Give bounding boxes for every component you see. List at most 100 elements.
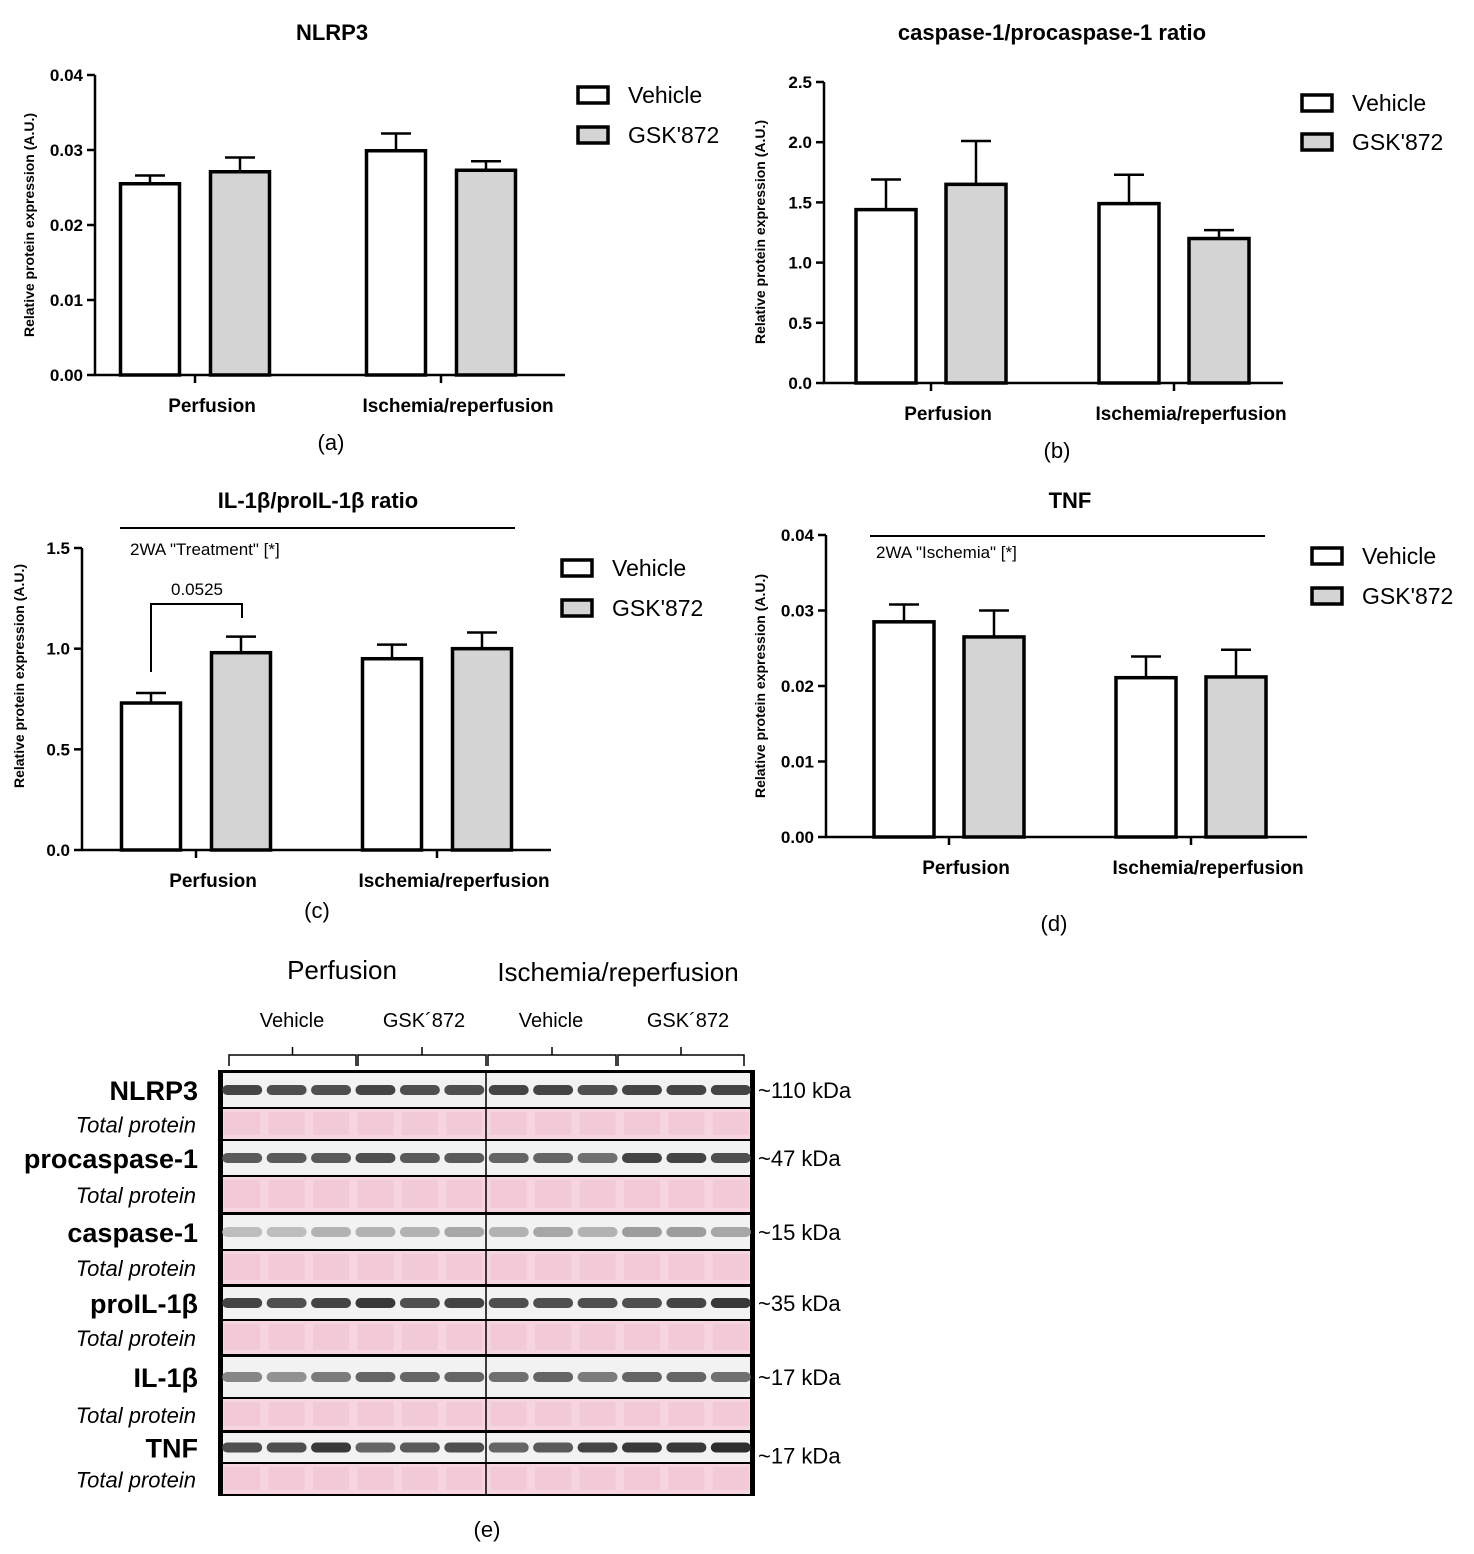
x-tick-label: Ischemia/reperfusion xyxy=(1095,404,1286,425)
total-protein-lane xyxy=(357,1402,394,1426)
total-protein-lane xyxy=(446,1112,483,1135)
blot-band xyxy=(399,1298,440,1308)
blot-band xyxy=(577,1085,618,1095)
blot-band xyxy=(444,1085,485,1095)
molecular-weight-label: ~17 kDa xyxy=(758,1444,841,1469)
total-protein-lane xyxy=(357,1324,394,1350)
bar-vehicle xyxy=(1114,675,1178,839)
total-protein-lane xyxy=(224,1180,261,1208)
x-tick-label: Ischemia/reperfusion xyxy=(362,396,553,417)
blot-band xyxy=(533,1227,574,1237)
y-tick-label: 0.03 xyxy=(781,602,814,621)
blot-row-label: TNF xyxy=(146,1434,198,1464)
chart-title: IL-1β/proIL-1β ratio xyxy=(218,488,418,513)
y-tick-label: 0.02 xyxy=(50,216,83,235)
total-protein-lane xyxy=(535,1402,572,1426)
blot-band xyxy=(710,1153,751,1163)
blot-band xyxy=(666,1085,707,1095)
blot-band xyxy=(533,1298,574,1308)
total-protein-label: Total protein xyxy=(76,1468,196,1493)
blot-band xyxy=(621,1085,662,1095)
bar-gsk872 xyxy=(450,646,514,852)
y-tick-label: 0.0 xyxy=(46,841,70,860)
bar-vehicle xyxy=(118,182,182,377)
blot-band xyxy=(621,1153,662,1163)
total-protein-lane xyxy=(535,1112,572,1135)
bar-vehicle xyxy=(119,701,183,852)
panel-label: (d) xyxy=(1041,911,1068,936)
total-protein-label: Total protein xyxy=(76,1403,196,1428)
blot-row-label: caspase-1 xyxy=(67,1218,198,1248)
legend-swatch xyxy=(1310,546,1344,566)
blot-band xyxy=(311,1153,352,1163)
blot-band xyxy=(710,1085,751,1095)
y-axis-label: Relative protein expression (A.U.) xyxy=(21,113,37,337)
molecular-weight-label: ~17 kDa xyxy=(758,1365,841,1390)
total-protein-lane xyxy=(668,1402,705,1426)
total-protein-lane xyxy=(668,1180,705,1208)
blot-band xyxy=(533,1153,574,1163)
total-protein-lane xyxy=(535,1467,572,1490)
total-protein-lane xyxy=(401,1467,438,1490)
x-tick-label: Ischemia/reperfusion xyxy=(358,871,549,892)
total-protein-lane xyxy=(579,1254,616,1280)
blot-band xyxy=(488,1372,529,1382)
total-protein-lane xyxy=(668,1324,705,1350)
significance-bracket xyxy=(150,603,243,672)
legend-swatch xyxy=(1310,586,1344,606)
blot-band xyxy=(577,1153,618,1163)
total-protein-lane xyxy=(623,1402,660,1426)
y-tick-label: 0.5 xyxy=(788,314,812,333)
y-tick-label: 0.0 xyxy=(788,374,812,393)
y-tick-label: 0.00 xyxy=(781,828,814,847)
bar-gsk872 xyxy=(208,170,272,377)
blot-band xyxy=(444,1227,485,1237)
total-protein-label: Total protein xyxy=(76,1183,196,1208)
legend-label: Vehicle xyxy=(1352,90,1426,116)
panel-label: (e) xyxy=(474,1517,501,1542)
chart-nlrp3: NLRP3 Relative protein expression (A.U.)… xyxy=(21,20,719,455)
bar-vehicle xyxy=(1097,201,1161,385)
total-protein-lane xyxy=(268,1254,305,1280)
blot-band xyxy=(399,1227,440,1237)
legend-label: Vehicle xyxy=(1362,543,1436,569)
total-protein-lane xyxy=(313,1402,350,1426)
legend-swatch xyxy=(560,558,594,578)
blot-band xyxy=(399,1372,440,1382)
total-protein-lane xyxy=(313,1324,350,1350)
panel-label: (b) xyxy=(1044,438,1071,463)
blot-group-header: Ischemia/reperfusion xyxy=(497,957,738,987)
molecular-weight-label: ~47 kDa xyxy=(758,1146,841,1171)
y-axis-label: Relative protein expression (A.U.) xyxy=(11,564,27,788)
chart-title: TNF xyxy=(1049,488,1092,513)
blot-row-label: IL-1β xyxy=(134,1363,198,1393)
total-protein-lane xyxy=(623,1180,660,1208)
total-protein-lane xyxy=(446,1402,483,1426)
blot-band xyxy=(577,1298,618,1308)
legend-swatch xyxy=(1300,132,1334,152)
total-protein-lane xyxy=(668,1467,705,1490)
y-tick-label: 0.04 xyxy=(781,526,815,545)
legend-label: GSK'872 xyxy=(628,122,719,148)
total-protein-lane xyxy=(224,1324,261,1350)
blot-band xyxy=(444,1442,485,1453)
blot-band xyxy=(666,1227,707,1237)
bar-gsk872 xyxy=(962,635,1026,839)
total-protein-lane xyxy=(401,1254,438,1280)
total-protein-lane xyxy=(712,1180,749,1208)
chart-il1b-ratio: IL-1β/proIL-1β ratio Relative protein ex… xyxy=(11,488,703,923)
total-protein-lane xyxy=(490,1180,527,1208)
blot-band xyxy=(666,1372,707,1382)
bar-vehicle xyxy=(360,656,424,852)
y-tick-label: 1.0 xyxy=(46,640,70,659)
molecular-weight-label: ~35 kDa xyxy=(758,1291,841,1316)
total-protein-lane xyxy=(490,1467,527,1490)
y-tick-label: 2.5 xyxy=(788,73,812,92)
blot-band xyxy=(399,1085,440,1095)
legend-label: Vehicle xyxy=(612,555,686,581)
bar-vehicle xyxy=(854,207,918,385)
blot-band xyxy=(311,1442,352,1453)
lane-group-brackets xyxy=(228,1047,745,1066)
panel-label: (a) xyxy=(318,430,345,455)
blot-band xyxy=(266,1227,307,1237)
